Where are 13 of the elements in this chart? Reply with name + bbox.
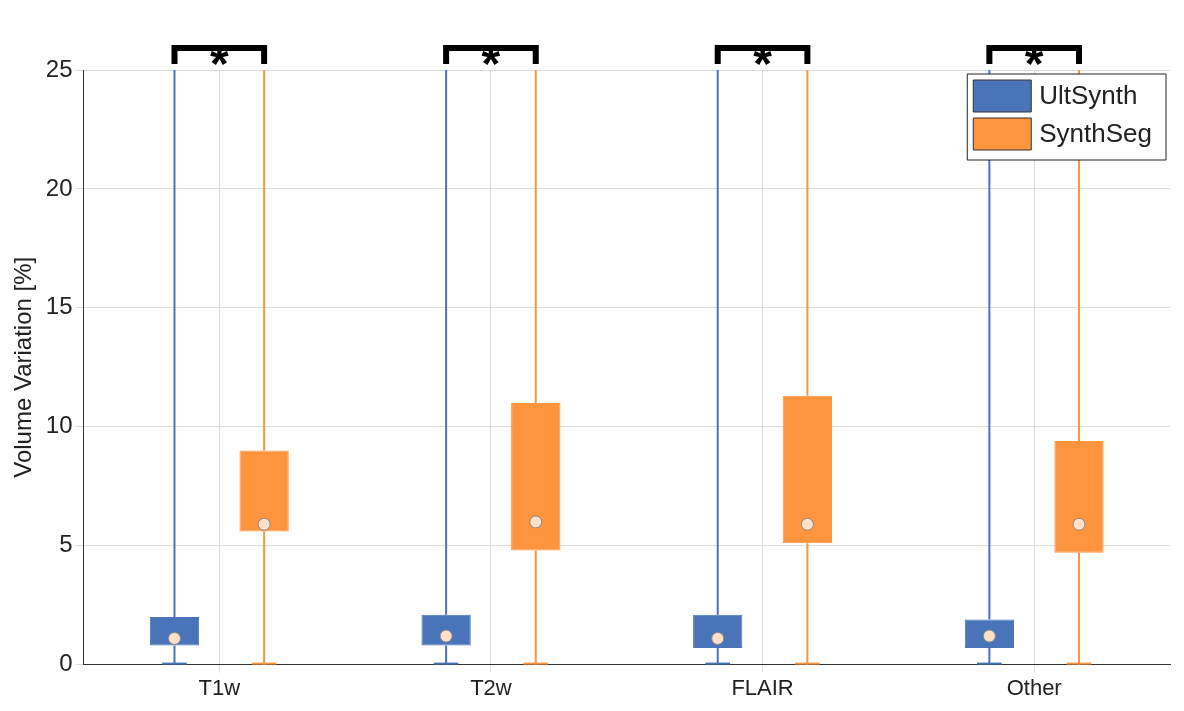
x-tick-label: Other [1006,674,1062,700]
y-tick-label: 25 [45,54,73,82]
y-tick-label: 10 [45,411,73,439]
y-axis-title: Volume Variation [%] [9,256,37,478]
legend-label: UltSynth [1039,80,1138,111]
y-tick-label: 0 [59,649,73,677]
y-tick-label: 15 [45,292,73,320]
x-tick-label: FLAIR [731,674,794,700]
legend-label: SynthSeg [1039,118,1152,149]
y-tick-label: 5 [59,530,73,558]
x-tick-label: T1w [198,674,241,700]
y-tick-label: 20 [45,173,73,201]
x-tick-label: T2w [470,674,512,700]
